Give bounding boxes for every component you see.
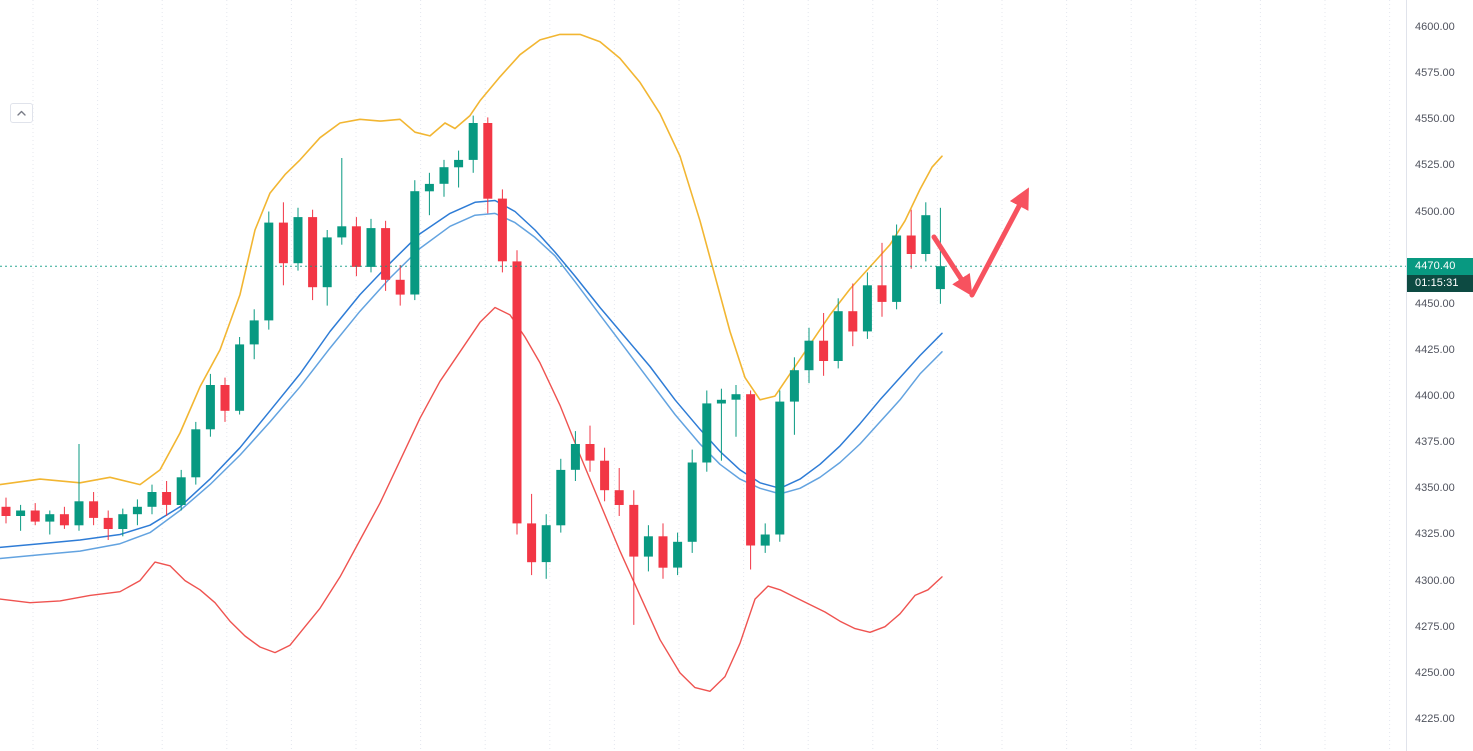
- price-axis[interactable]: 4600.00 4575.00 4550.00 4525.00 4500.00 4450.…: [1406, 0, 1473, 751]
- chart-canvas[interactable]: [0, 0, 1407, 751]
- price-tick-label: 4425.00: [1415, 344, 1455, 356]
- candle[interactable]: [59, 506, 69, 529]
- candle[interactable]: [162, 481, 172, 516]
- candle[interactable]: [687, 449, 697, 553]
- price-tick-label: 4525.00: [1415, 159, 1455, 171]
- last-price-badge: 4470.40: [1407, 258, 1473, 275]
- candle[interactable]: [746, 390, 756, 570]
- candle[interactable]: [308, 209, 318, 301]
- candle[interactable]: [103, 510, 113, 541]
- bar-countdown-value: 01:15:31: [1415, 277, 1459, 289]
- price-tick-label: 4350.00: [1415, 482, 1455, 494]
- candle[interactable]: [570, 431, 580, 481]
- candle[interactable]: [892, 224, 902, 310]
- candle[interactable]: [760, 523, 770, 553]
- candle[interactable]: [497, 189, 507, 273]
- price-tick-label: 4575.00: [1415, 67, 1455, 79]
- price-tick-label: 4225.00: [1415, 713, 1455, 725]
- chevron-up-icon: [17, 110, 26, 116]
- candle[interactable]: [264, 211, 274, 330]
- candle[interactable]: [483, 117, 493, 214]
- price-tick-label: 4250.00: [1415, 667, 1455, 679]
- candle[interactable]: [614, 468, 624, 516]
- candle[interactable]: [716, 388, 726, 461]
- candle[interactable]: [74, 444, 84, 531]
- overlay-line-ma-blue-2[interactable]: [0, 212, 943, 560]
- candle[interactable]: [30, 503, 40, 526]
- candle[interactable]: [366, 218, 376, 273]
- candle[interactable]: [454, 150, 464, 188]
- candle[interactable]: [89, 492, 99, 526]
- candle[interactable]: [16, 504, 26, 531]
- trend-arrow-annotation[interactable]: [931, 187, 1029, 298]
- price-tick-label: 4450.00: [1415, 298, 1455, 310]
- candle[interactable]: [921, 202, 931, 262]
- candle[interactable]: [600, 447, 610, 502]
- candle[interactable]: [877, 242, 887, 317]
- candle[interactable]: [541, 514, 551, 579]
- candle[interactable]: [1, 497, 11, 524]
- price-tick-label: 4375.00: [1415, 436, 1455, 448]
- overlay-line-ma-blue-1[interactable]: [0, 199, 943, 549]
- candle[interactable]: [833, 298, 843, 369]
- candle[interactable]: [804, 327, 814, 384]
- last-price-value: 4470.40: [1415, 260, 1456, 272]
- price-tick-label: 4600.00: [1415, 21, 1455, 33]
- candle[interactable]: [351, 217, 361, 277]
- candle[interactable]: [556, 458, 566, 533]
- candle[interactable]: [45, 510, 55, 535]
- candle[interactable]: [191, 421, 201, 485]
- candle[interactable]: [337, 158, 347, 245]
- candle[interactable]: [220, 377, 230, 422]
- candle[interactable]: [862, 272, 872, 339]
- candle[interactable]: [848, 283, 858, 347]
- candle[interactable]: [322, 230, 332, 306]
- candle[interactable]: [935, 207, 945, 304]
- overlay-line-band-lower-red[interactable]: [0, 306, 943, 692]
- candle[interactable]: [585, 425, 595, 472]
- price-tick-label: 4550.00: [1415, 113, 1455, 125]
- candle[interactable]: [731, 385, 741, 437]
- candle[interactable]: [527, 493, 537, 576]
- candle[interactable]: [249, 309, 259, 360]
- candle[interactable]: [906, 209, 916, 269]
- candle[interactable]: [410, 180, 420, 301]
- candle[interactable]: [468, 115, 478, 173]
- candle[interactable]: [789, 357, 799, 435]
- price-tick-label: 4300.00: [1415, 575, 1455, 587]
- candle[interactable]: [278, 202, 288, 286]
- bar-countdown-badge: 01:15:31: [1407, 275, 1473, 292]
- price-tick-label: 4275.00: [1415, 621, 1455, 633]
- candle[interactable]: [381, 220, 391, 291]
- collapse-pane-button[interactable]: [10, 103, 33, 123]
- candle[interactable]: [819, 313, 829, 376]
- candle[interactable]: [512, 250, 522, 535]
- candle[interactable]: [439, 159, 449, 197]
- candle[interactable]: [235, 337, 245, 415]
- candles-layer: [1, 115, 945, 625]
- price-tick-label: 4325.00: [1415, 528, 1455, 540]
- candle[interactable]: [293, 207, 303, 271]
- candle[interactable]: [176, 469, 186, 511]
- price-tick-label: 4500.00: [1415, 206, 1455, 218]
- candle[interactable]: [205, 373, 215, 437]
- candle[interactable]: [424, 172, 434, 216]
- candle[interactable]: [643, 525, 653, 572]
- candle[interactable]: [629, 490, 639, 625]
- candle[interactable]: [673, 532, 683, 576]
- candle[interactable]: [118, 508, 128, 537]
- candle[interactable]: [147, 484, 157, 515]
- overlay-line-band-upper-yellow[interactable]: [0, 33, 943, 486]
- candle[interactable]: [702, 390, 712, 472]
- candle[interactable]: [658, 523, 668, 579]
- candle[interactable]: [395, 265, 405, 306]
- price-tick-label: 4400.00: [1415, 390, 1455, 402]
- candle[interactable]: [132, 499, 142, 526]
- candle[interactable]: [775, 390, 785, 542]
